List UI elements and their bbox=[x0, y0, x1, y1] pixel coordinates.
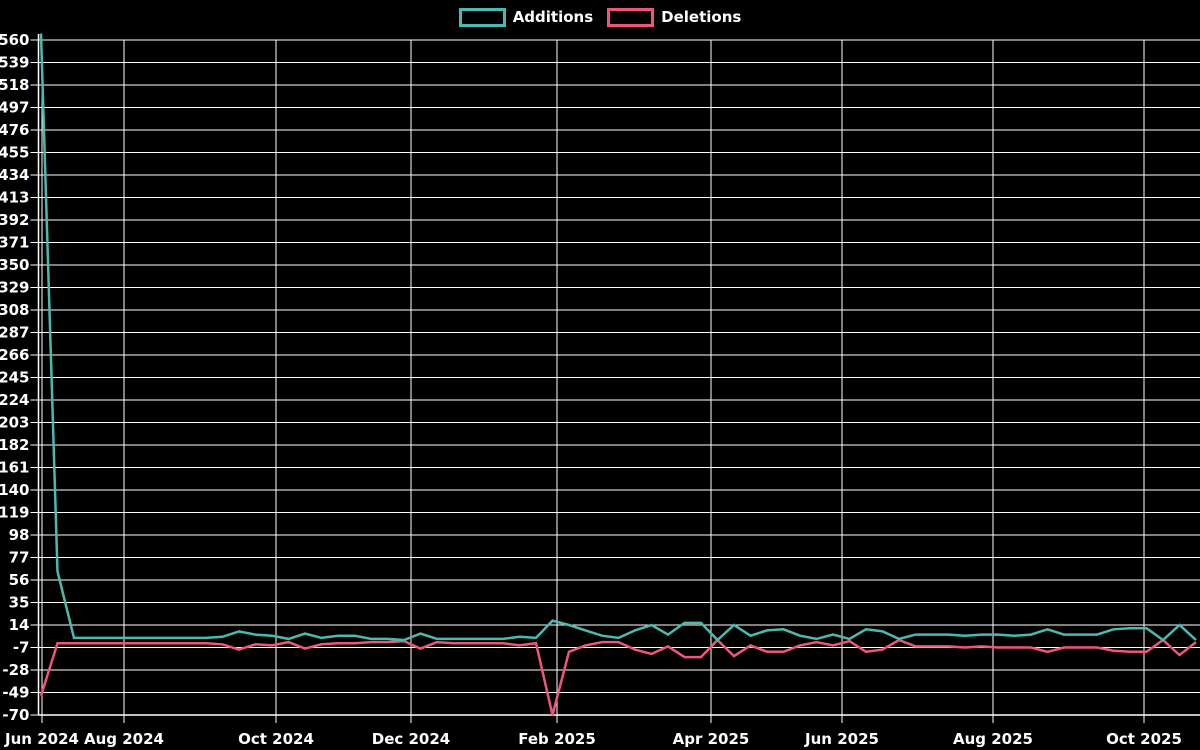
y-axis-label: 245 bbox=[0, 369, 30, 387]
legend-label-additions: Additions bbox=[512, 8, 594, 26]
y-axis-label: -49 bbox=[2, 684, 29, 702]
x-axis-labels: Jun 2024 Aug 2024 Oct 2024 Dec 2024 Feb 2025… bbox=[4, 730, 1182, 748]
y-axis-label: 56 bbox=[9, 571, 30, 589]
chart-legend: Additions Deletions bbox=[0, 7, 1200, 27]
legend-item-deletions[interactable]: Deletions bbox=[607, 7, 741, 27]
legend-item-additions[interactable]: Additions bbox=[458, 7, 594, 27]
x-axis-label: Apr 2025 bbox=[673, 730, 750, 748]
y-axis-label: 35 bbox=[9, 594, 30, 612]
y-axis-label: 224 bbox=[0, 391, 30, 409]
additions-swatch-icon bbox=[458, 7, 506, 27]
y-axis-label: 77 bbox=[9, 549, 30, 567]
y-axis-label: -7 bbox=[13, 639, 30, 657]
y-axis-label: 560 bbox=[0, 31, 30, 49]
y-axis-labels: -70 -49 -28 -7 14 35 56 77 98 119 140 161 182 203 224 2… bbox=[0, 31, 30, 724]
x-axis-label: Aug 2024 bbox=[84, 730, 164, 748]
y-axis-label: 371 bbox=[0, 234, 30, 252]
legend-label-deletions: Deletions bbox=[661, 8, 742, 26]
y-axis-label: 413 bbox=[0, 189, 30, 207]
y-axis-label: 266 bbox=[0, 346, 30, 364]
x-axis-label: Dec 2024 bbox=[372, 730, 451, 748]
y-axis-label: 140 bbox=[0, 481, 30, 499]
x-axis-label: Jun 2024 bbox=[4, 730, 79, 748]
x-axis-label: Oct 2025 bbox=[1106, 730, 1182, 748]
y-axis-label: 308 bbox=[0, 301, 30, 319]
y-axis-label: 182 bbox=[0, 436, 30, 454]
y-axis-label: 329 bbox=[0, 279, 30, 297]
x-axis-label: Feb 2025 bbox=[518, 730, 596, 748]
gridlines bbox=[38, 39, 1200, 716]
axes bbox=[37, 34, 1200, 716]
y-axis-label: 539 bbox=[0, 54, 30, 72]
y-axis-label: 119 bbox=[0, 504, 30, 522]
y-axis-label: 161 bbox=[0, 459, 30, 477]
x-axis-label: Oct 2024 bbox=[238, 730, 314, 748]
y-axis-label: 98 bbox=[9, 526, 30, 544]
additions-line bbox=[39, 33, 1197, 642]
y-axis-label: 518 bbox=[0, 76, 30, 94]
x-axis-label: Aug 2025 bbox=[953, 730, 1033, 748]
y-axis-label: 203 bbox=[0, 414, 30, 432]
deletions-swatch-icon bbox=[607, 7, 655, 27]
y-axis-label: -70 bbox=[2, 706, 29, 724]
y-axis-label: 14 bbox=[9, 616, 30, 634]
y-axis-label: 455 bbox=[0, 144, 30, 162]
y-axis-label: 434 bbox=[0, 166, 30, 184]
y-axis-label: 476 bbox=[0, 121, 30, 139]
y-axis-label: 287 bbox=[0, 324, 30, 342]
deletions-line bbox=[39, 638, 1197, 716]
x-axis-label: Jun 2025 bbox=[804, 730, 879, 748]
y-axis-label: -28 bbox=[2, 661, 29, 679]
tick-marks bbox=[30, 39, 1145, 723]
y-axis-label: 350 bbox=[0, 256, 30, 274]
y-axis-label: 392 bbox=[0, 211, 30, 229]
y-axis-label: 497 bbox=[0, 99, 30, 117]
